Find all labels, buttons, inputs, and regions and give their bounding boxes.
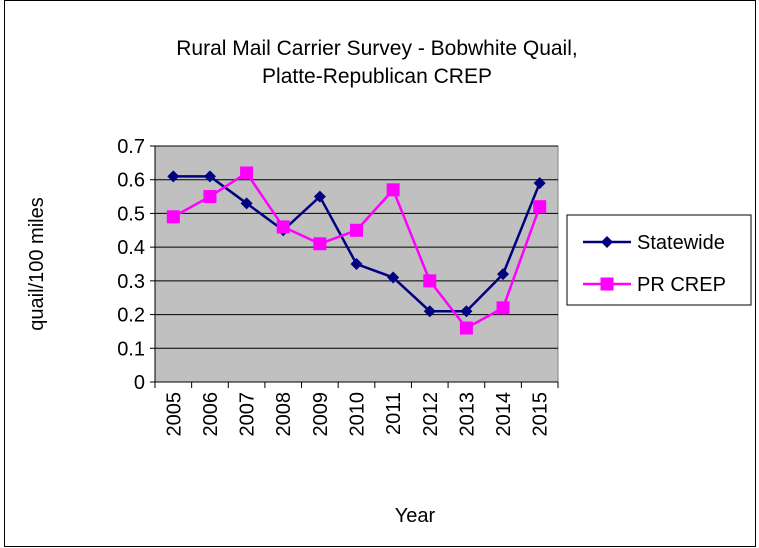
grid-lines: [155, 145, 558, 349]
x-tick-label: 2006: [200, 392, 222, 437]
data-point-statewide: [387, 271, 400, 284]
data-point-pr-crep: [350, 223, 363, 237]
y-axis-title: quail/100 miles: [26, 197, 48, 330]
data-point-statewide: [423, 305, 436, 318]
data-point-statewide: [313, 190, 326, 203]
legend-marker-statewide: [601, 236, 613, 248]
x-tick-label: 2009: [310, 392, 332, 437]
x-tick-label: 2015: [530, 392, 552, 437]
y-tick-label: 0.5: [117, 203, 145, 225]
y-tick-label: 0.4: [117, 237, 145, 259]
data-point-statewide: [240, 197, 253, 210]
data-point-pr-crep: [459, 321, 473, 335]
data-point-statewide: [497, 268, 510, 281]
x-tick-label: 2007: [237, 392, 259, 437]
y-tick-label: 0.3: [117, 271, 145, 293]
data-point-pr-crep: [423, 274, 437, 288]
data-point-statewide: [167, 170, 180, 183]
y-tick-label: 0.1: [117, 338, 145, 360]
data-point-statewide: [203, 170, 216, 183]
y-tick-label: 0: [134, 372, 145, 394]
data-point-pr-crep: [203, 190, 217, 204]
data-point-pr-crep: [240, 166, 254, 180]
x-tick-label: 2013: [456, 392, 478, 437]
x-tick-label: 2012: [420, 392, 442, 437]
x-tick-label: 2010: [347, 392, 369, 437]
data-point-pr-crep: [386, 183, 400, 197]
x-axis-ticks: 2005 2006 2007 2008 2009 2010 2011 2012 2013 2014…: [154, 382, 559, 437]
data-point-pr-crep: [276, 220, 290, 234]
data-point-pr-crep: [496, 301, 510, 315]
legend-label-statewide: Statewide: [637, 232, 725, 254]
chart-title-line-2: Platte-Republican CREP: [262, 65, 492, 88]
data-point-pr-crep: [313, 237, 327, 251]
y-tick-label: 0.6: [117, 170, 145, 192]
x-tick-label: 2008: [273, 392, 295, 437]
data-point-statewide: [350, 258, 363, 270]
x-tick-label: 2005: [163, 392, 185, 437]
legend: Statewide PR CREP: [566, 214, 752, 306]
x-axis-title: Year: [395, 505, 436, 527]
y-axis-ticks: 0 0.1 0.2 0.3 0.4 0.5 0.6 0.7: [117, 136, 558, 394]
data-point-statewide: [460, 305, 473, 318]
data-point-statewide: [533, 177, 546, 190]
series-layer: [166, 166, 547, 335]
y-tick-label: 0.2: [117, 305, 145, 327]
data-point-pr-crep: [166, 210, 180, 224]
legend-label-pr-crep: PR CREP: [637, 274, 726, 296]
legend-marker-pr-crep: [600, 277, 614, 291]
y-tick-label: 0.7: [117, 136, 145, 158]
x-tick-label: 2011: [383, 392, 405, 435]
legend-box: [566, 214, 752, 306]
x-tick-label: 2014: [493, 392, 515, 437]
data-point-pr-crep: [533, 200, 547, 214]
chart-title-line-1: Rural Mail Carrier Survey - Bobwhite Qua…: [176, 37, 577, 60]
